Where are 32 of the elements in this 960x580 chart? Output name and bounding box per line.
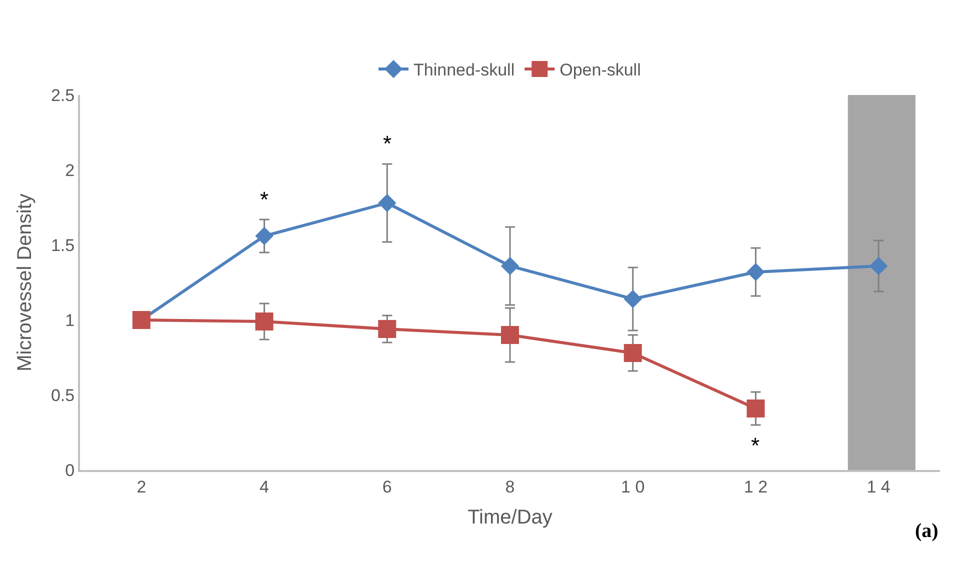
annotation: * [383, 131, 392, 156]
y-axis-title: Microvessel Density [14, 194, 36, 372]
point [746, 400, 765, 418]
y-tick-label: 2.5 [50, 86, 75, 105]
y-tick-label: 0 [65, 460, 75, 480]
point [255, 226, 274, 246]
text: (a) [915, 520, 938, 542]
x-tick-label: 1 0 [621, 477, 645, 496]
x-tick-label: 6 [382, 477, 392, 496]
annotation: * [751, 433, 760, 458]
y-tick-label: 0.5 [50, 386, 75, 405]
legend-label: Thinned-skull [414, 60, 515, 80]
point [869, 256, 888, 276]
point [501, 326, 519, 344]
legend-label: Open-skull [560, 60, 641, 80]
point [624, 290, 642, 308]
point [500, 256, 520, 276]
x-tick-label: 2 [136, 477, 146, 496]
annotation: * [260, 187, 269, 212]
point [255, 312, 274, 330]
point [624, 344, 642, 362]
y-tick-label: 2 [65, 160, 75, 180]
x-axis-title: Time/Day [468, 506, 552, 528]
x-tick-label: 4 [260, 477, 270, 496]
point [746, 262, 765, 282]
point [378, 194, 396, 212]
y-tick-label: 1 [65, 310, 75, 330]
x-tick-label: 1 4 [866, 477, 890, 496]
x-tick-label: 1 2 [744, 477, 768, 496]
point [378, 320, 396, 338]
x-tick-label: 8 [505, 477, 515, 496]
y-tick-label: 1.5 [50, 236, 75, 255]
